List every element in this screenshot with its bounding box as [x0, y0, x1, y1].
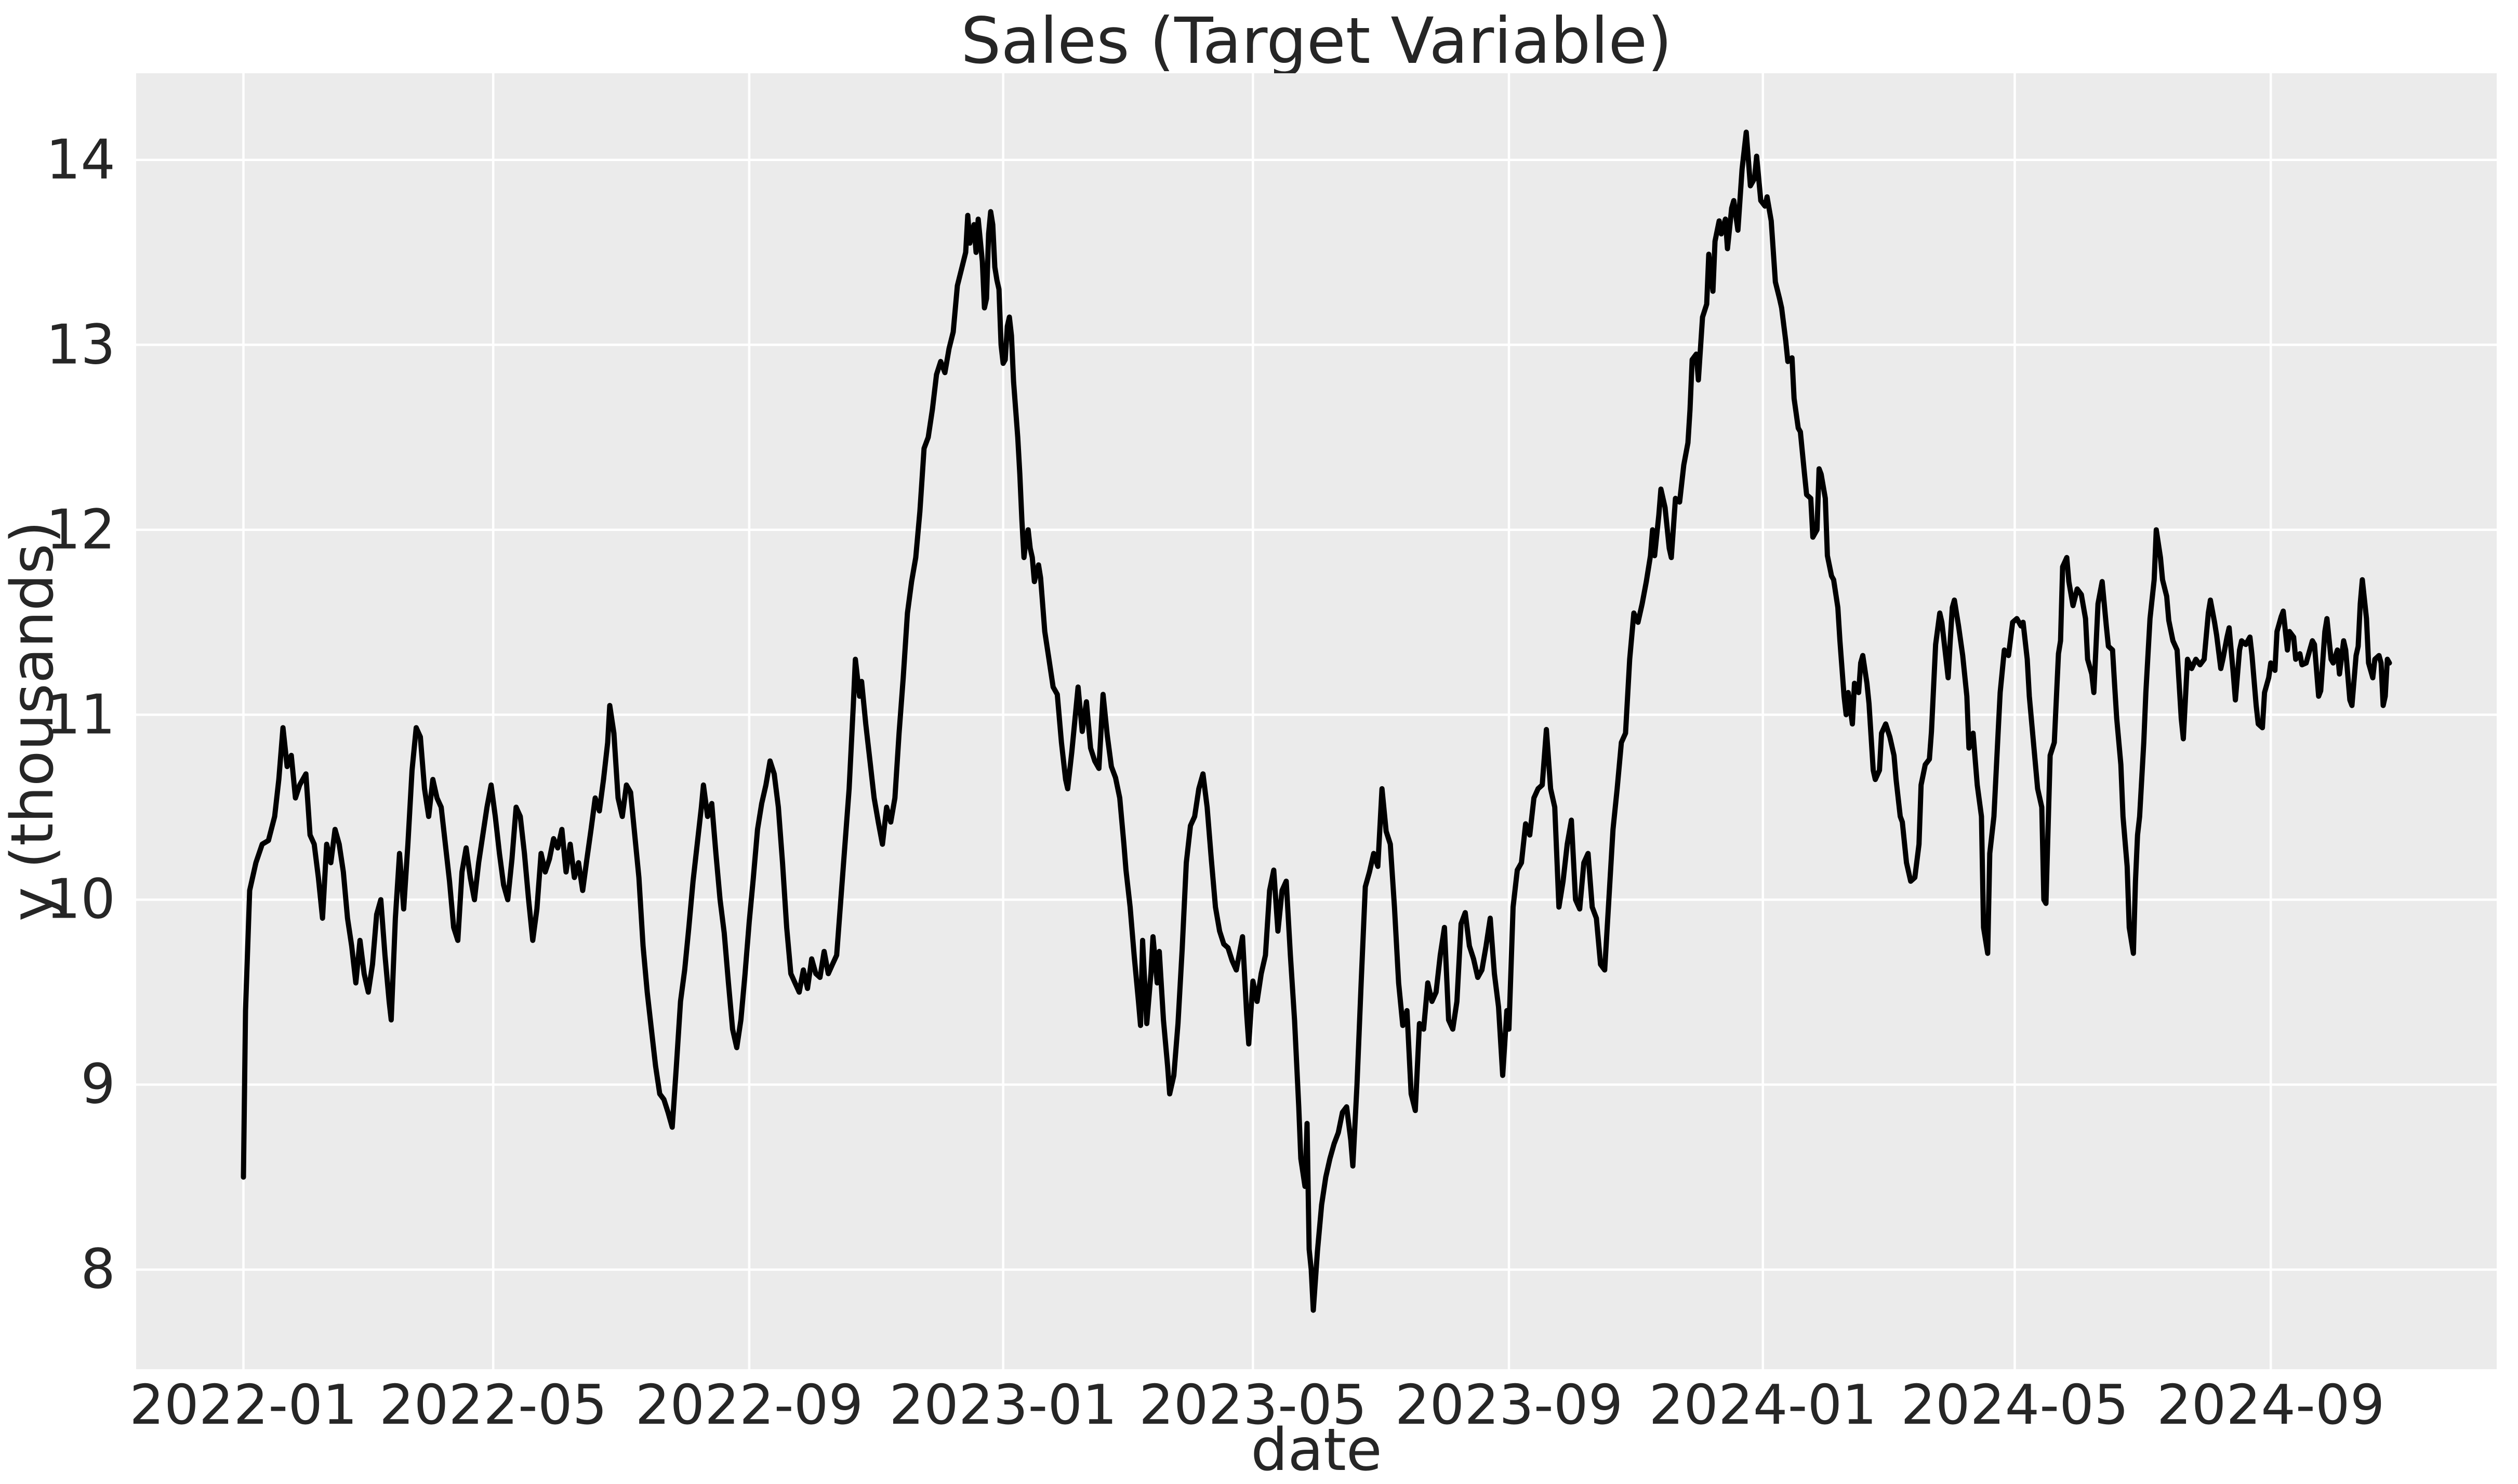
y-tick-label: 10 — [46, 867, 115, 931]
y-tick-label: 9 — [81, 1052, 115, 1116]
y-tick-label: 14 — [46, 128, 115, 192]
x-tick-label: 2023-09 — [1395, 1373, 1623, 1437]
sales-series-line — [241, 129, 2392, 1313]
x-tick-label: 2024-01 — [1649, 1373, 1877, 1437]
plot-background — [136, 73, 2497, 1369]
x-tick-label: 2022-05 — [379, 1373, 607, 1437]
x-tick-label: 2023-01 — [889, 1373, 1117, 1437]
chart-title: Sales (Target Variable) — [961, 4, 1672, 78]
x-tick-label: 2022-01 — [129, 1373, 357, 1437]
x-axis-label: date — [1251, 1416, 1382, 1484]
y-tick-label: 11 — [46, 683, 115, 747]
x-tick-label: 2024-09 — [2156, 1373, 2385, 1437]
y-tick-label: 13 — [46, 313, 115, 377]
x-tick-label: 2022-09 — [635, 1373, 864, 1437]
x-tick-label: 2023-05 — [1138, 1373, 1367, 1437]
x-tick-label: 2024-05 — [1901, 1373, 2129, 1437]
y-tick-label: 8 — [81, 1237, 115, 1301]
y-tick-label: 12 — [46, 498, 115, 562]
